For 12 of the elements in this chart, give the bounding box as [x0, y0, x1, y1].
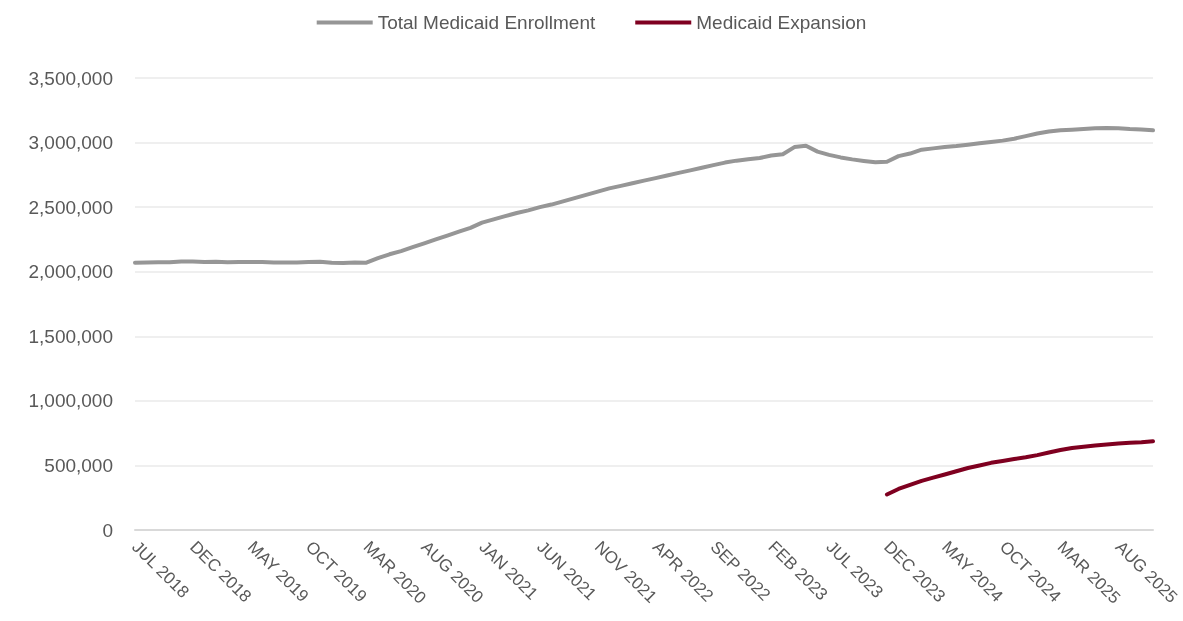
- y-tick-label: 2,500,000: [28, 196, 113, 218]
- y-tick-label: 2,000,000: [28, 261, 113, 283]
- y-tick-label: 500,000: [44, 454, 113, 476]
- line-series: [884, 439, 1155, 497]
- y-tick-label: 0: [102, 519, 113, 541]
- y-tick-label: 1,500,000: [28, 325, 113, 347]
- line-series: [133, 125, 1155, 265]
- y-tick-label: 3,000,000: [28, 132, 113, 154]
- legend-label: Medicaid Expansion: [696, 12, 867, 33]
- legend-label: Total Medicaid Enrollment: [377, 12, 596, 33]
- y-tick-label: 3,500,000: [28, 67, 113, 89]
- y-tick-label: 1,000,000: [28, 390, 113, 412]
